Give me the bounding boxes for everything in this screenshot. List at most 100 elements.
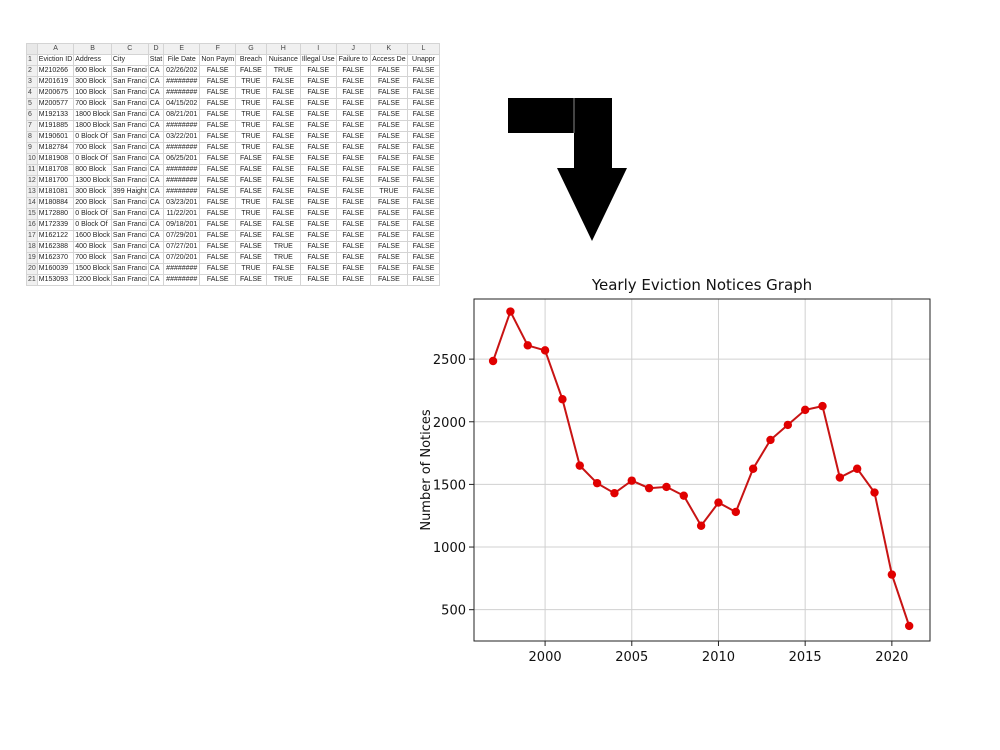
- table-cell[interactable]: FALSE: [369, 208, 409, 220]
- column-header-k[interactable]: K: [369, 43, 409, 55]
- table-cell[interactable]: San Franci: [110, 120, 149, 132]
- row-number[interactable]: 8: [26, 131, 38, 143]
- table-cell[interactable]: San Franci: [110, 98, 149, 110]
- row-number[interactable]: 10: [26, 153, 38, 165]
- table-cell[interactable]: FALSE: [199, 274, 237, 286]
- table-cell[interactable]: FALSE: [407, 208, 440, 220]
- table-cell[interactable]: FALSE: [335, 230, 371, 242]
- table-cell[interactable]: FALSE: [369, 65, 409, 77]
- table-cell[interactable]: FALSE: [335, 252, 371, 264]
- table-cell[interactable]: 600 Block: [73, 65, 112, 77]
- table-cell[interactable]: FALSE: [299, 131, 337, 143]
- row-number[interactable]: 14: [26, 197, 38, 209]
- table-cell[interactable]: FALSE: [265, 197, 301, 209]
- table-cell[interactable]: FALSE: [299, 65, 337, 77]
- table-cell[interactable]: M162388: [36, 241, 75, 253]
- table-cell[interactable]: FALSE: [299, 109, 337, 121]
- table-cell[interactable]: FALSE: [199, 109, 237, 121]
- table-cell[interactable]: FALSE: [235, 230, 267, 242]
- table-cell[interactable]: San Franci: [110, 230, 149, 242]
- table-cell[interactable]: FALSE: [265, 120, 301, 132]
- table-cell[interactable]: FALSE: [407, 65, 440, 77]
- table-cell[interactable]: 1200 Block: [73, 274, 112, 286]
- table-cell[interactable]: San Franci: [110, 241, 149, 253]
- table-cell[interactable]: TRUE: [265, 65, 301, 77]
- table-cell[interactable]: FALSE: [369, 241, 409, 253]
- table-cell[interactable]: FALSE: [235, 274, 267, 286]
- table-cell[interactable]: 1800 Block: [73, 109, 112, 121]
- table-cell[interactable]: ########: [163, 274, 201, 286]
- table-cell[interactable]: M181700: [36, 175, 75, 187]
- table-cell[interactable]: CA: [147, 76, 165, 88]
- table-cell[interactable]: 07/20/201: [163, 252, 201, 264]
- table-cell[interactable]: San Franci: [110, 76, 149, 88]
- table-cell[interactable]: FALSE: [407, 142, 440, 154]
- table-cell[interactable]: FALSE: [369, 131, 409, 143]
- table-cell[interactable]: M181908: [36, 153, 75, 165]
- table-cell[interactable]: FALSE: [407, 120, 440, 132]
- table-cell[interactable]: 700 Block: [73, 252, 112, 264]
- table-cell[interactable]: FALSE: [235, 175, 267, 187]
- table-cell[interactable]: M191885: [36, 120, 75, 132]
- table-cell[interactable]: CA: [147, 87, 165, 99]
- table-cell[interactable]: FALSE: [299, 164, 337, 176]
- table-cell[interactable]: San Franci: [110, 175, 149, 187]
- table-cell[interactable]: CA: [147, 186, 165, 198]
- table-cell[interactable]: M162122: [36, 230, 75, 242]
- table-cell[interactable]: M210266: [36, 65, 75, 77]
- table-cell[interactable]: M201619: [36, 76, 75, 88]
- row-number[interactable]: 17: [26, 230, 38, 242]
- table-cell[interactable]: FALSE: [299, 98, 337, 110]
- table-cell[interactable]: TRUE: [235, 109, 267, 121]
- table-cell[interactable]: FALSE: [335, 186, 371, 198]
- table-cell[interactable]: FALSE: [335, 208, 371, 220]
- table-cell[interactable]: FALSE: [199, 241, 237, 253]
- table-cell[interactable]: CA: [147, 120, 165, 132]
- table-cell[interactable]: TRUE: [235, 76, 267, 88]
- table-cell[interactable]: FALSE: [199, 164, 237, 176]
- table-cell[interactable]: FALSE: [407, 76, 440, 88]
- row-number[interactable]: 20: [26, 263, 38, 275]
- table-cell[interactable]: 08/21/201: [163, 109, 201, 121]
- table-cell[interactable]: M181708: [36, 164, 75, 176]
- table-cell[interactable]: FALSE: [299, 76, 337, 88]
- table-cell[interactable]: FALSE: [299, 120, 337, 132]
- table-cell[interactable]: 07/27/201: [163, 241, 201, 253]
- table-cell[interactable]: 03/23/201: [163, 197, 201, 209]
- table-cell[interactable]: FALSE: [199, 208, 237, 220]
- table-cell[interactable]: San Franci: [110, 219, 149, 231]
- table-cell[interactable]: FALSE: [407, 109, 440, 121]
- table-cell[interactable]: San Franci: [110, 87, 149, 99]
- table-cell[interactable]: 09/18/201: [163, 219, 201, 231]
- table-cell[interactable]: San Franci: [110, 208, 149, 220]
- table-cell[interactable]: FALSE: [299, 175, 337, 187]
- table-cell[interactable]: FALSE: [407, 197, 440, 209]
- table-cell[interactable]: FALSE: [335, 274, 371, 286]
- table-cell[interactable]: FALSE: [407, 252, 440, 264]
- row-number[interactable]: 21: [26, 274, 38, 286]
- table-cell[interactable]: CA: [147, 175, 165, 187]
- table-cell[interactable]: 700 Block: [73, 98, 112, 110]
- table-cell[interactable]: FALSE: [335, 131, 371, 143]
- table-cell[interactable]: San Franci: [110, 153, 149, 165]
- table-cell[interactable]: ########: [163, 186, 201, 198]
- table-cell[interactable]: FALSE: [235, 153, 267, 165]
- table-cell[interactable]: 1500 Block: [73, 263, 112, 275]
- table-cell[interactable]: TRUE: [369, 186, 409, 198]
- table-cell[interactable]: 800 Block: [73, 164, 112, 176]
- table-cell[interactable]: FALSE: [265, 76, 301, 88]
- table-cell[interactable]: FALSE: [369, 164, 409, 176]
- table-cell[interactable]: FALSE: [335, 175, 371, 187]
- table-cell[interactable]: San Franci: [110, 164, 149, 176]
- table-cell[interactable]: FALSE: [335, 76, 371, 88]
- table-cell[interactable]: M182784: [36, 142, 75, 154]
- table-cell[interactable]: CA: [147, 142, 165, 154]
- table-cell[interactable]: 700 Block: [73, 142, 112, 154]
- table-cell[interactable]: M172880: [36, 208, 75, 220]
- table-cell[interactable]: FALSE: [235, 252, 267, 264]
- table-cell[interactable]: FALSE: [199, 186, 237, 198]
- table-cell[interactable]: FALSE: [199, 98, 237, 110]
- table-cell[interactable]: TRUE: [265, 274, 301, 286]
- table-cell[interactable]: FALSE: [407, 241, 440, 253]
- table-cell[interactable]: Stat: [147, 54, 165, 66]
